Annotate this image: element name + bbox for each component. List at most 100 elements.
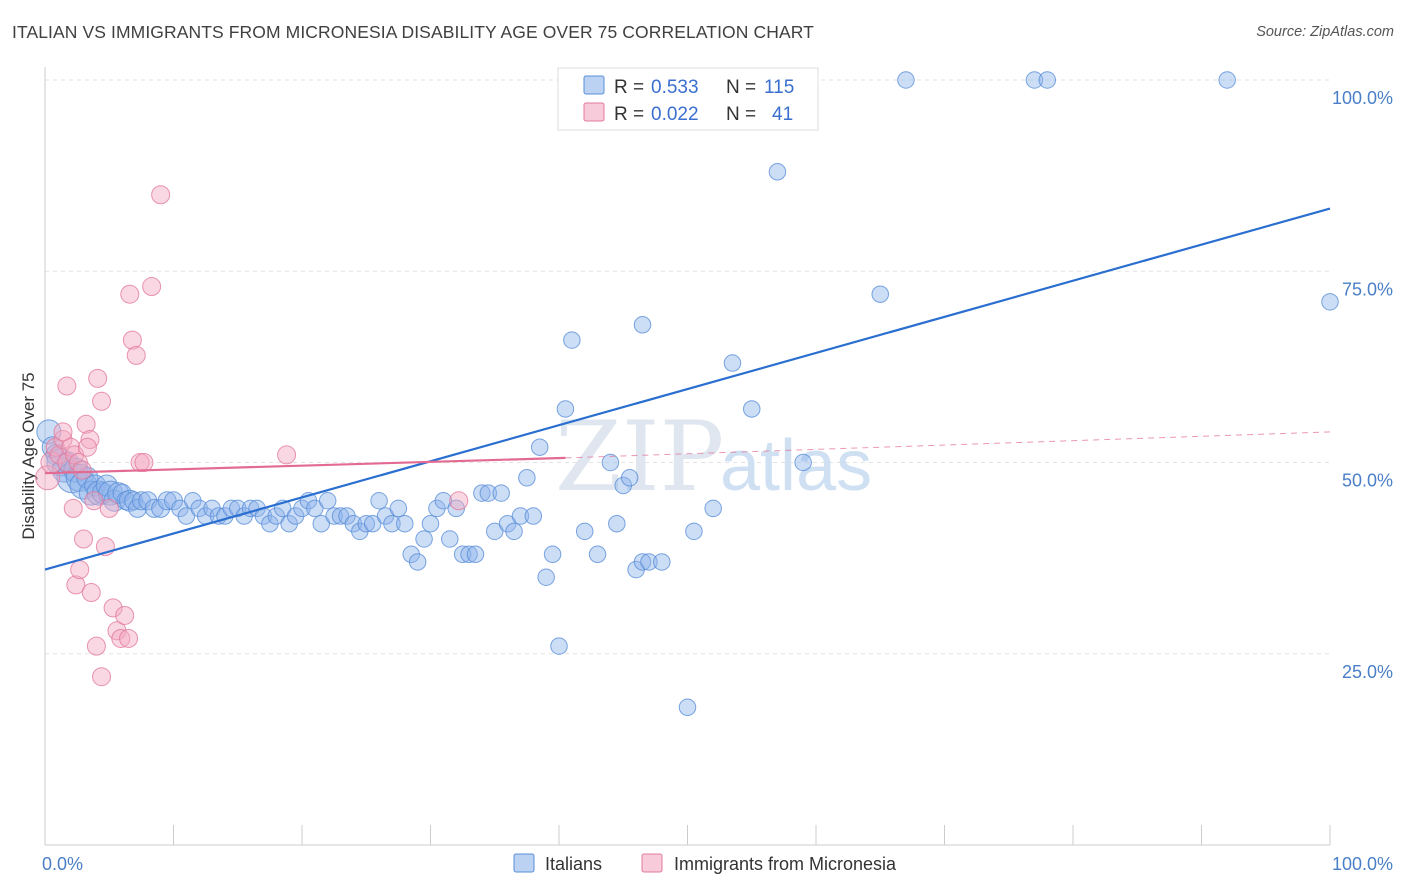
data-point: [486, 522, 504, 541]
series-italians: [36, 71, 1339, 717]
data-point: [53, 430, 73, 450]
data-point: [441, 530, 459, 548]
data-point: [312, 514, 331, 533]
bottom-legend-swatch-italians: [513, 853, 535, 873]
legend-r-label: R =: [614, 104, 644, 125]
data-point: [479, 484, 498, 502]
data-point: [151, 185, 171, 205]
data-point: [453, 545, 472, 564]
data-point: [80, 430, 100, 450]
data-point: [524, 507, 543, 525]
data-points: [35, 71, 1339, 717]
data-point: [421, 514, 440, 533]
data-point: [118, 489, 141, 512]
data-point: [126, 345, 146, 365]
legend-swatch-italians: [583, 75, 605, 95]
legend-r-label: R =: [614, 77, 644, 98]
data-point: [633, 553, 652, 571]
data-point: [53, 422, 73, 442]
y-tick-label: 75.0%: [1342, 279, 1393, 299]
data-point: [415, 530, 433, 548]
data-point: [743, 400, 761, 418]
data-point: [678, 698, 697, 717]
y-axis-label: Disability Age Over 75: [19, 372, 38, 539]
data-point: [72, 460, 92, 480]
bottom-legend-label-italians: Italians: [545, 854, 602, 874]
data-point: [277, 445, 297, 465]
data-point: [306, 499, 324, 518]
data-point: [70, 560, 90, 580]
data-point: [331, 507, 350, 525]
data-point: [897, 71, 915, 89]
data-point: [57, 376, 77, 396]
data-point: [530, 438, 549, 456]
data-point: [383, 514, 401, 533]
data-point: [81, 583, 101, 603]
data-point: [363, 514, 382, 533]
bottom-legend-label-micronesia: Immigrants from Micronesia: [674, 854, 897, 874]
bottom-legend-swatch-micronesia: [641, 853, 663, 873]
data-point: [49, 445, 69, 465]
data-point: [511, 507, 530, 525]
data-point: [723, 354, 742, 372]
chart-title: ITALIAN VS IMMIGRANTS FROM MICRONESIA DI…: [12, 22, 814, 42]
legend-r-value: 0.533: [651, 77, 699, 98]
data-point: [357, 514, 375, 533]
trend-line-micronesia: [44, 456, 566, 475]
data-point: [601, 453, 620, 472]
data-point: [466, 545, 485, 564]
data-point: [518, 469, 536, 487]
data-point: [543, 545, 562, 564]
data-point: [608, 514, 626, 533]
data-point: [871, 285, 889, 303]
watermark-zip: ZIP: [555, 401, 724, 513]
legend-r-value: 0.022: [651, 104, 699, 125]
data-point: [318, 492, 337, 510]
y-tick-label: 25.0%: [1342, 662, 1393, 682]
data-point: [408, 553, 427, 571]
data-point: [1038, 71, 1057, 89]
data-point: [35, 465, 61, 491]
data-point: [111, 628, 131, 648]
y-tick-label: 50.0%: [1342, 471, 1393, 491]
y-tick-label: 100.0%: [1332, 88, 1393, 108]
data-point: [77, 437, 97, 457]
trend-line-italians: [44, 207, 1331, 571]
data-point: [119, 628, 139, 648]
legend-box: R = 0.533 N = 115 R = 0.022 N = 41: [557, 67, 819, 131]
series-micronesia: [35, 185, 469, 687]
data-point: [434, 492, 453, 510]
grid-lines: [45, 79, 1330, 655]
data-point: [63, 498, 83, 518]
data-point: [86, 636, 106, 656]
data-point: [120, 284, 140, 304]
data-point: [640, 553, 658, 571]
data-point: [76, 414, 96, 434]
data-point: [396, 514, 414, 533]
data-point: [1025, 71, 1044, 89]
data-point: [103, 598, 123, 618]
data-point: [575, 522, 594, 541]
data-point: [794, 453, 812, 472]
watermark: ZIP atlas: [555, 401, 872, 513]
data-point: [325, 507, 343, 525]
data-point: [685, 522, 703, 541]
data-point: [620, 469, 639, 487]
data-point: [537, 568, 555, 586]
x-tick-label: 0.0%: [42, 854, 83, 874]
tick-labels: 25.0% 50.0% 75.0% 100.0% 0.0% 100.0%: [42, 88, 1393, 874]
data-point: [460, 545, 478, 564]
trend-lines: [44, 207, 1331, 571]
data-point: [492, 484, 510, 502]
data-point: [473, 484, 491, 502]
bottom-legend: Italians Immigrants from Micronesia: [513, 853, 897, 874]
data-point: [449, 491, 469, 511]
data-point: [177, 507, 196, 525]
data-point: [116, 491, 136, 511]
legend-n-value: 115: [764, 77, 794, 98]
source-label: Source: ZipAtlas.com: [1256, 24, 1394, 40]
data-point: [84, 491, 104, 511]
data-point: [768, 163, 787, 181]
data-point: [389, 499, 408, 518]
